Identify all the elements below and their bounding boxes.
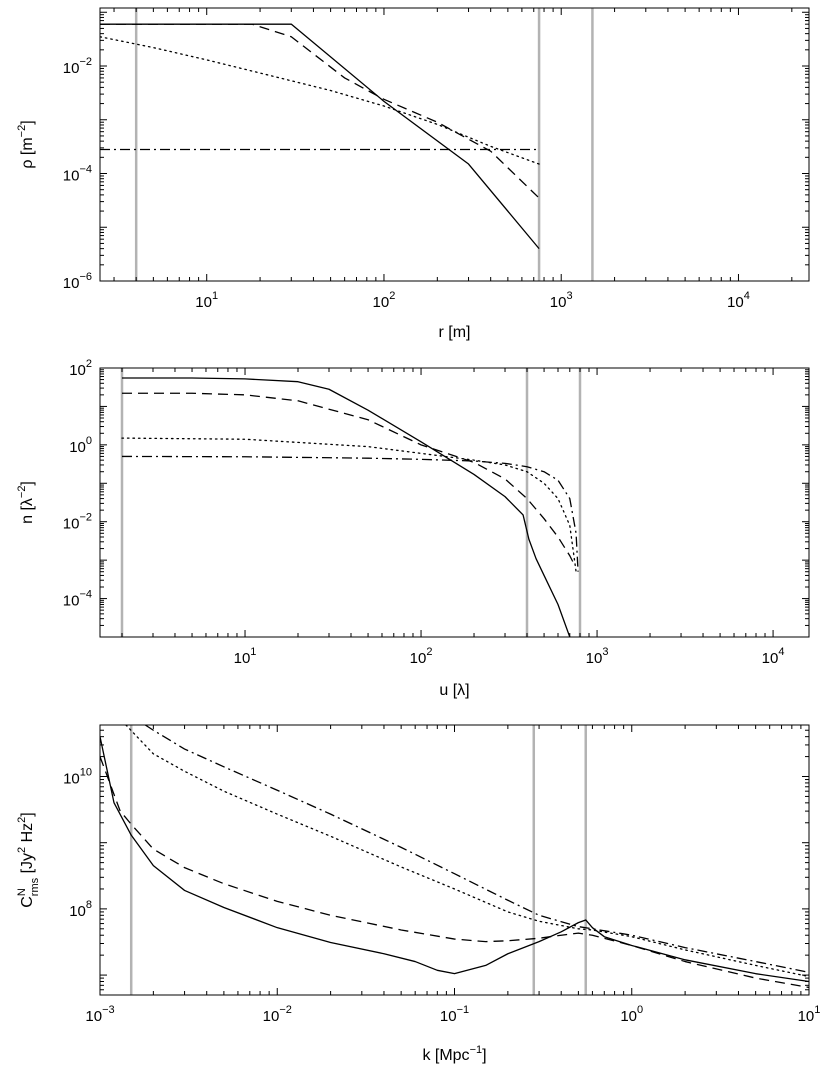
panel-crms: 10−3 10−2 10−1 100 101 108 1010 k [Mpc−1] CNrms … — [16, 724, 821, 1064]
plot-frame — [99, 724, 810, 996]
tick-marks — [100, 8, 809, 282]
x-tick-label: 104 — [762, 646, 785, 667]
plot-frame — [99, 7, 810, 282]
tick-marks — [100, 367, 809, 638]
x-tick-label: 101 — [798, 1004, 821, 1025]
x-axis-label: r [m] — [439, 324, 471, 341]
series-dotted-line — [125, 725, 809, 978]
y-axis-label: ρ [m−2] — [16, 120, 36, 168]
series-dashed-line — [121, 392, 576, 567]
series-group — [100, 23, 540, 250]
x-axis-label: u [λ] — [439, 682, 469, 699]
series-solid-line — [100, 736, 809, 983]
x-tick-label: 104 — [727, 290, 750, 311]
y-tick-label: 10−2 — [63, 56, 92, 77]
series-solid-line — [121, 377, 571, 637]
y-axis-label: n [λ−2] — [16, 481, 36, 524]
y-axis-label: CNrms [Jy2 Hz2] — [16, 812, 41, 907]
x-tick-label: 103 — [586, 646, 609, 667]
x-tick-label: 103 — [550, 290, 573, 311]
plot-frame — [99, 367, 810, 638]
y-tick-label: 10−4 — [63, 589, 92, 610]
y-tick-label: 100 — [69, 435, 92, 456]
x-tick-label: 102 — [373, 290, 396, 311]
x-tick-label: 101 — [195, 290, 218, 311]
series-group — [121, 377, 579, 637]
x-tick-label: 102 — [410, 646, 433, 667]
x-tick-label: 101 — [234, 646, 257, 667]
y-tick-label: 108 — [69, 899, 92, 920]
y-tick-label: 10−6 — [63, 271, 92, 292]
x-axis-label: k [Mpc−1] — [422, 1044, 486, 1064]
x-tick-label: 10−2 — [263, 1004, 292, 1025]
series-dashdot-line — [121, 455, 579, 572]
series-dashdot-line — [144, 725, 809, 973]
y-tick-label: 102 — [69, 358, 92, 379]
y-tick-label: 10−2 — [63, 512, 92, 533]
tick-marks — [99, 724, 810, 996]
y-tick-label: 1010 — [63, 767, 92, 788]
series-dotted-line — [121, 437, 577, 573]
panel-rho: 101 102 103 104 10−6 10−4 10−2 r [m] ρ [m−2] — [16, 7, 810, 341]
series-dotted-line — [100, 36, 540, 165]
x-tick-label: 10−1 — [440, 1004, 469, 1025]
x-tick-label: 100 — [620, 1004, 643, 1025]
series-dashed-line — [100, 756, 809, 989]
series-group — [100, 725, 809, 989]
x-tick-label: 10−3 — [85, 1004, 114, 1025]
y-tick-label: 10−4 — [63, 164, 92, 185]
panel-n: 101 102 103 104 10−4 10−2 100 102 u [λ] n [λ−2] — [16, 358, 810, 699]
series-solid-line — [100, 23, 540, 250]
